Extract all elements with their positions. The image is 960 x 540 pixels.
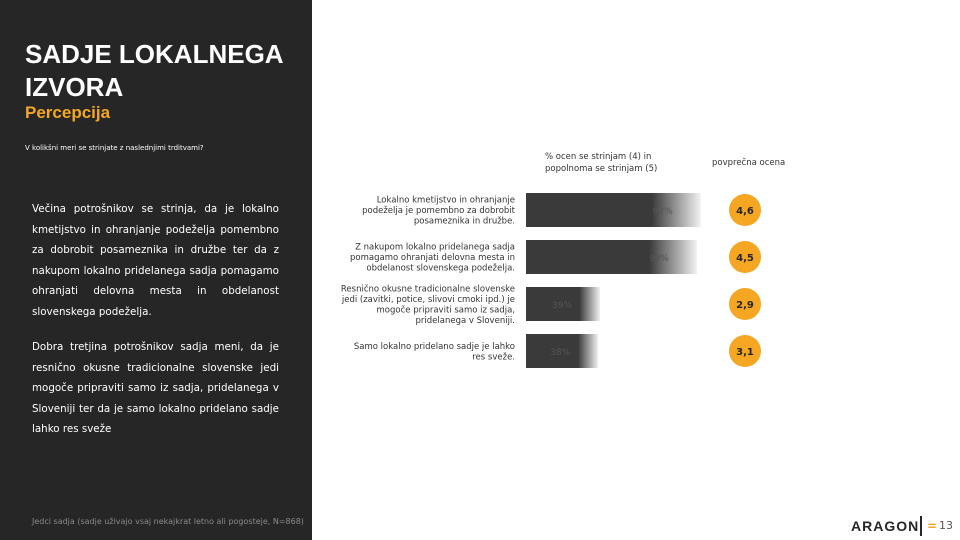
bar-4 xyxy=(526,334,599,368)
category-label-4-line-1: Samo lokalno pridelano sadje je lahko xyxy=(354,342,515,352)
category-label-4-line-2: res sveže. xyxy=(472,352,515,362)
summary-paragraph-2: Dobra tretjina potrošnikov sadja meni, d… xyxy=(32,341,279,435)
logo-divider xyxy=(920,516,922,536)
bar-value-label-2: 90% xyxy=(649,254,669,264)
average-circle-3 xyxy=(729,288,761,320)
average-label-3: 2,9 xyxy=(736,300,754,311)
category-label-2-line-2: pomagamo ohranjati delovna mesta in xyxy=(350,253,515,263)
footnote: Jedci sadja (sadje uživajo vsaj nekajkra… xyxy=(32,517,304,526)
average-circle-2 xyxy=(729,241,761,273)
average-label-4: 3,1 xyxy=(736,347,754,358)
aragon-logo: ARAGON xyxy=(851,518,920,534)
category-label-2-line-1: Z nakupom lokalno pridelanega sadja xyxy=(355,243,515,253)
bar-value-label-3: 39% xyxy=(552,301,572,311)
page-title: SADJE LOKALNEGA IZVORA xyxy=(25,39,283,102)
page-number: 13 xyxy=(939,519,953,532)
bar-2 xyxy=(526,240,697,274)
bar-value-label-1: 92% xyxy=(653,207,673,217)
average-circle-1 xyxy=(729,194,761,226)
equals-mark-icon: = xyxy=(927,519,938,533)
summary-paragraph-1: Večina potrošnikov se strinja, da je lok… xyxy=(32,203,279,318)
category-label-1-line-3: posameznika in družbe. xyxy=(414,217,515,227)
average-column-header: povprečna ocena xyxy=(712,158,786,168)
average-circle-4 xyxy=(729,335,761,367)
average-label-2: 4,5 xyxy=(736,253,754,264)
category-label-3-line-4: pridelanega v Sloveniji. xyxy=(416,316,516,326)
category-label-2-line-3: obdelanost slovenskega podeželja. xyxy=(366,264,515,274)
category-label-1-line-1: Lokalno kmetijstvo in ohranjanje xyxy=(377,196,515,206)
page-subtitle: Percepcija xyxy=(25,103,111,122)
bar-3 xyxy=(526,287,601,321)
category-label-3-line-1: Resnično okusne tradicionalne slovenske xyxy=(341,283,515,294)
bar-1 xyxy=(526,193,701,227)
left-panel: SADJE LOKALNEGA IZVORA Percepcija V koli… xyxy=(0,0,312,540)
bar-value-label-4: 38% xyxy=(550,348,570,358)
average-label-1: 4,6 xyxy=(736,206,754,217)
survey-question: V kolikšni meri se strinjate z naslednji… xyxy=(25,144,204,152)
percent-column-header: % ocen se strinjam (4) in popolnoma se s… xyxy=(545,152,658,174)
category-label-3-line-3: mogoče pripraviti samo iz sadja, xyxy=(377,304,515,315)
category-label-1-line-2: podeželja je pomembno za dobrobit xyxy=(362,206,516,216)
category-label-3-line-2: jedi (zavitki, potice, slivovi cmoki ipd… xyxy=(341,295,515,305)
